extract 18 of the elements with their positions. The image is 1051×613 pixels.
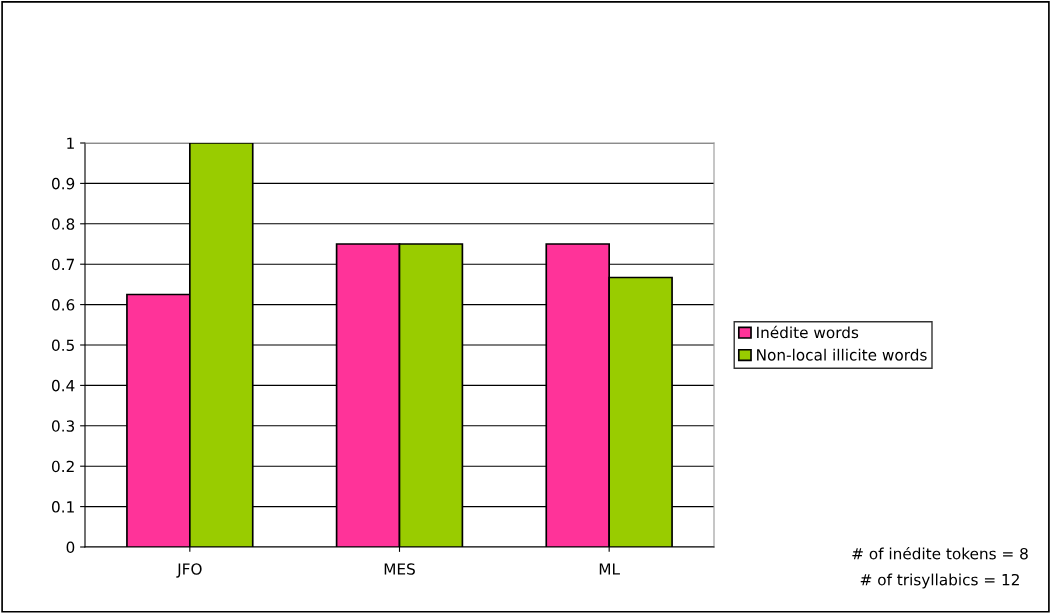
text: # of trisyllabics = 12 [860,573,1019,589]
legend-label: Non-local illicite words [757,348,927,361]
y-tick-label: 0.7 [51,258,74,271]
x-tick-label: ML [599,563,620,575]
legend-label: Inédite words [757,325,859,339]
text: # of inédite tokens = 8 [852,547,1028,560]
y-tick-label: 0.1 [51,501,74,513]
y-tick-label: 0.3 [51,420,75,432]
y-tick-label: 0.4 [51,379,75,392]
y-tick-label: 0.5 [51,339,74,352]
x-tick-label: MES [384,563,415,575]
y-tick-label: 0.6 [51,299,75,311]
y-tick-label: 1 [67,137,74,149]
y-tick-label: 0.9 [51,177,75,190]
y-tick-label: 0 [66,541,75,554]
y-tick-label: 0.8 [51,218,75,230]
x-tick-label: JFO [176,563,202,578]
y-tick-label: 0.2 [51,460,74,473]
